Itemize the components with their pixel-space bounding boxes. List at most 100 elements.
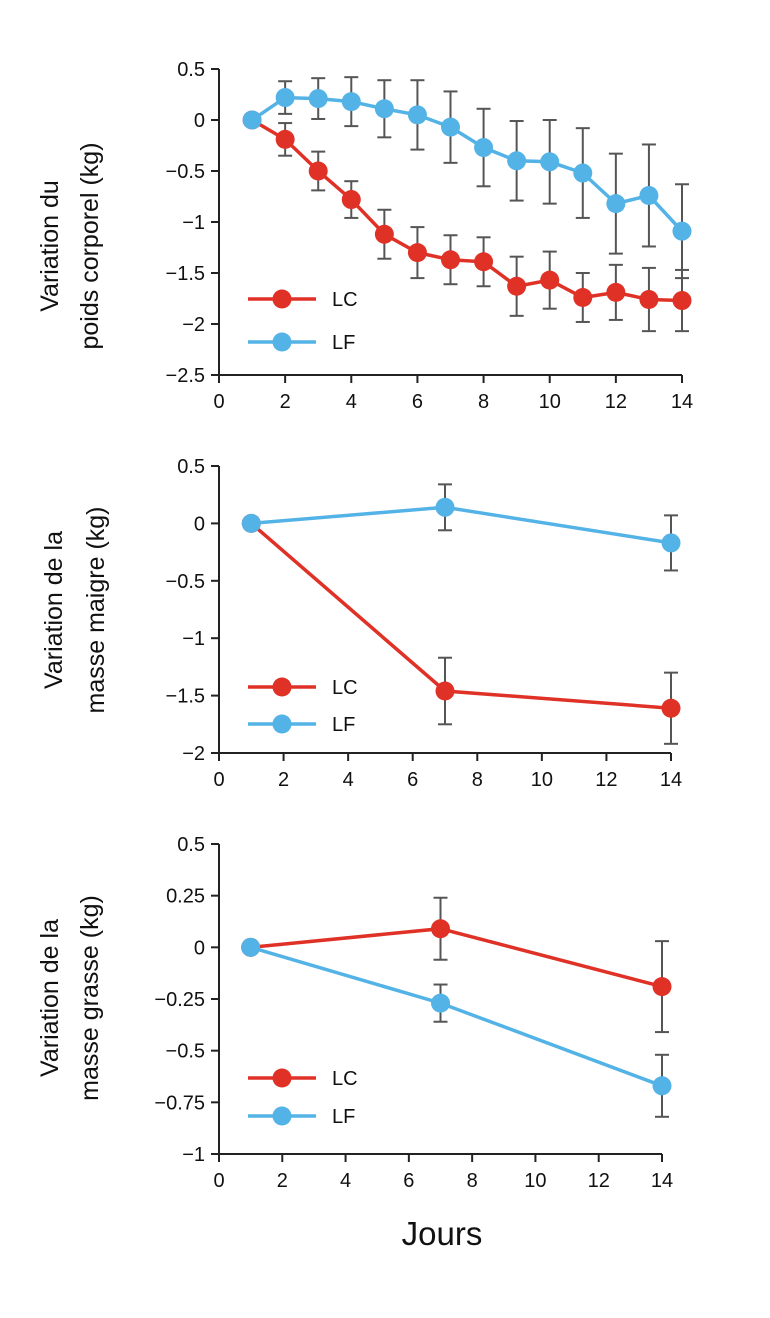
y-tick-label: −1 <box>182 212 205 234</box>
data-point <box>374 99 394 119</box>
x-tick-label: 10 <box>531 769 553 791</box>
data-point <box>275 88 295 108</box>
series-line <box>250 926 663 989</box>
x-tick-label: 12 <box>595 769 617 791</box>
y-tick-label: −1.5 <box>166 686 205 708</box>
data-point <box>652 977 672 997</box>
legend-marker <box>272 1068 292 1088</box>
x-axis-label: Jours <box>402 1215 483 1252</box>
data-point <box>540 270 560 290</box>
data-point <box>341 92 361 112</box>
x-tick-label: 10 <box>524 1170 546 1192</box>
data-point <box>507 276 527 296</box>
data-point <box>435 497 455 517</box>
data-point <box>242 110 262 130</box>
y-axis-label-line: Variation du <box>36 180 64 312</box>
x-tick-label: 2 <box>280 391 291 413</box>
y-axis-label-line: poids corporel (kg) <box>76 142 104 349</box>
y-tick-label: 0 <box>194 513 205 535</box>
x-tick-label: 14 <box>671 391 693 413</box>
y-tick-label: −0.25 <box>154 989 205 1011</box>
y-tick-label: 0 <box>194 937 205 959</box>
data-point <box>507 151 527 171</box>
legend-marker <box>272 714 292 734</box>
x-tick-label: 0 <box>213 1170 224 1192</box>
data-point <box>374 224 394 244</box>
legend-marker <box>272 1106 292 1126</box>
legend-label: LC <box>332 677 358 699</box>
x-tick-label: 8 <box>478 391 489 413</box>
x-tick-label: 6 <box>407 769 418 791</box>
y-axis-label-line: masse grasse (kg) <box>76 895 104 1101</box>
legend: LC LF <box>248 289 358 354</box>
data-point <box>661 698 681 718</box>
y-tick-label: 0 <box>194 110 205 132</box>
y-tick-label: 0.5 <box>177 59 205 81</box>
legend: LC LF <box>248 677 358 736</box>
data-point <box>441 117 460 137</box>
x-tick-label: 8 <box>472 769 483 791</box>
y-tick-label: −2 <box>182 314 205 336</box>
data-point <box>241 513 261 533</box>
data-point <box>308 89 328 109</box>
data-point <box>441 250 460 270</box>
data-point <box>606 282 626 302</box>
data-point <box>431 919 450 939</box>
y-tick-label: −1 <box>182 628 205 650</box>
x-tick-label: 0 <box>213 391 224 413</box>
legend-label: LC <box>332 289 358 311</box>
data-point <box>672 221 692 241</box>
data-point <box>474 252 494 272</box>
series-line <box>250 945 663 1088</box>
y-axis-label-line: Variation de la <box>36 919 64 1077</box>
y-tick-label: −1 <box>182 1144 205 1166</box>
data-point <box>639 185 659 205</box>
data-point <box>308 161 328 181</box>
data-point <box>474 138 494 158</box>
data-point <box>341 190 361 210</box>
data-point <box>435 681 455 701</box>
y-tick-label: −2.5 <box>166 365 205 387</box>
y-tick-label: −0.75 <box>154 1092 205 1114</box>
legend-label: LF <box>332 1106 355 1128</box>
series-lc <box>241 896 672 1034</box>
data-point <box>431 993 450 1013</box>
x-tick-label: 2 <box>278 769 289 791</box>
y-tick-label: 0.25 <box>166 886 205 908</box>
data-point <box>275 129 295 149</box>
y-axis-label-line: Variation de la <box>40 531 68 689</box>
data-point <box>540 152 560 172</box>
x-tick-label: 6 <box>403 1170 414 1192</box>
x-tick-label: 0 <box>213 769 224 791</box>
series-lc <box>241 513 681 745</box>
y-tick-label: −0.5 <box>166 1041 205 1063</box>
legend: LC LF <box>248 1068 358 1128</box>
chart-panel-2: 0.5 0 −0.5 −1 −1.5 −2 0 2 4 6 8 10 12 14 Variation de … <box>40 456 682 791</box>
data-point <box>407 105 427 125</box>
x-tick-label: 4 <box>340 1170 351 1192</box>
y-tick-label: 0.5 <box>177 456 205 478</box>
series-lf <box>242 76 692 280</box>
data-point <box>573 287 593 307</box>
y-tick-label: −2 <box>182 743 205 765</box>
y-tick-label: −1.5 <box>166 263 205 285</box>
x-tick-label: 12 <box>605 391 627 413</box>
x-tick-label: 8 <box>467 1170 478 1192</box>
data-point <box>573 163 593 183</box>
panels: 0.5 0 −0.5 −1 −1.5 −2 −2.5 0 2 4 6 8 10 12 14 Variation… <box>36 59 693 1192</box>
data-point <box>606 194 626 214</box>
legend-label: LF <box>332 332 355 354</box>
y-axis-label-line: masse maigre (kg) <box>82 507 110 714</box>
legend-label: LF <box>332 714 355 736</box>
chart-panel-3: 0.5 0.25 0 −0.25 −0.5 −0.75 −1 0 2 4 6 8 10 12 14 Varia… <box>36 834 673 1192</box>
series-line <box>251 505 672 545</box>
y-tick-label: 0.5 <box>177 834 205 856</box>
x-tick-label: 14 <box>660 769 682 791</box>
data-point <box>639 290 659 310</box>
data-point <box>661 533 681 553</box>
series-lf <box>241 483 681 572</box>
data-point <box>652 1076 672 1096</box>
chart-panel-1: 0.5 0 −0.5 −1 −1.5 −2 −2.5 0 2 4 6 8 10 12 14 Variation… <box>36 59 693 413</box>
data-point <box>241 937 261 957</box>
